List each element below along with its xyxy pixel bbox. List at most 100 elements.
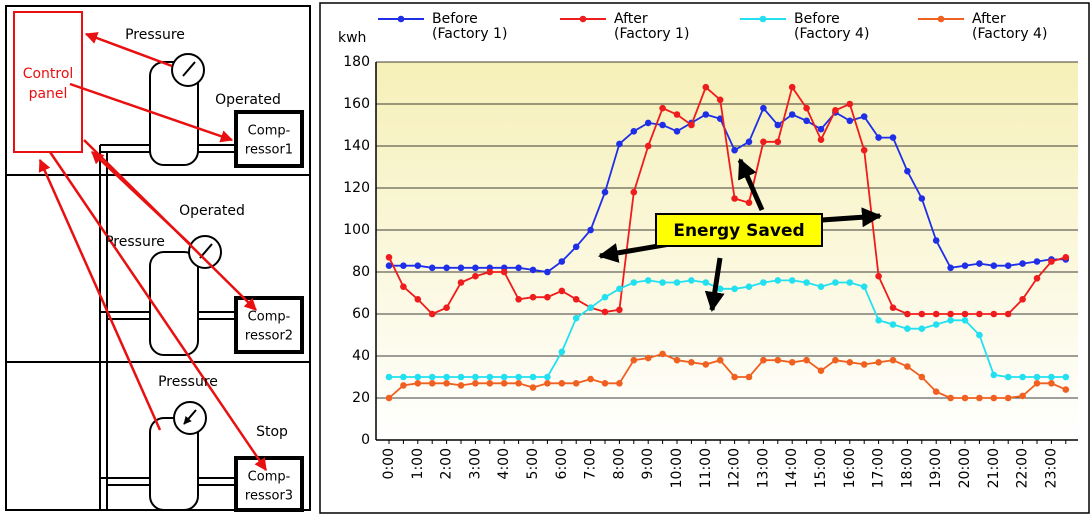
data-point (472, 264, 479, 272)
data-point (529, 266, 537, 274)
control-panel (13, 11, 83, 153)
data-point (1019, 392, 1026, 400)
data-point (990, 371, 998, 379)
data-point (385, 394, 393, 402)
data-point (918, 325, 926, 333)
legend-swatch-dot (759, 15, 767, 23)
data-point (601, 188, 609, 196)
data-point (731, 146, 738, 154)
data-point (587, 375, 594, 383)
data-point (932, 388, 940, 396)
data-point (918, 310, 926, 318)
data-point (558, 287, 566, 295)
data-point (630, 279, 638, 286)
data-point (745, 283, 753, 291)
x-tick-label: 7:00 (583, 448, 599, 479)
data-point (788, 359, 796, 366)
data-point (572, 296, 580, 303)
data-point (702, 111, 710, 118)
data-point (788, 277, 796, 284)
data-point (688, 121, 695, 129)
data-point (817, 283, 825, 291)
data-point (587, 226, 594, 234)
data-point (544, 373, 551, 381)
data-point (947, 317, 954, 324)
data-point (904, 167, 911, 175)
y-tick-label: 80 (352, 264, 370, 280)
data-point (414, 373, 422, 381)
data-point (428, 380, 436, 387)
x-tick-label: 14:00 (784, 448, 800, 488)
data-point (414, 380, 422, 387)
data-point (1048, 258, 1055, 265)
data-point (1004, 394, 1012, 402)
annotation-arrow (704, 257, 725, 312)
data-point (443, 264, 450, 272)
data-point (889, 321, 897, 328)
x-tick-label: 5:00 (525, 448, 541, 479)
data-point (673, 111, 681, 118)
data-point (500, 380, 508, 387)
data-point (961, 317, 969, 324)
data-point (904, 310, 911, 318)
signal-arrow (91, 151, 191, 245)
signal-arrow (84, 32, 173, 68)
y-tick-label: 140 (343, 138, 370, 154)
data-point (1019, 296, 1026, 303)
data-point (947, 394, 954, 402)
data-point (716, 96, 724, 104)
compressor (234, 296, 304, 354)
data-point (932, 310, 940, 318)
y-axis-label: kwh (338, 30, 366, 46)
x-tick-label: 11:00 (698, 448, 714, 488)
signal-arrow (48, 151, 268, 472)
data-point (688, 277, 695, 284)
state-label: Stop (256, 424, 288, 440)
data-point (817, 136, 825, 143)
data-point (702, 279, 710, 286)
data-point (457, 264, 465, 272)
data-point (515, 264, 522, 272)
signal-arrow (69, 82, 234, 143)
x-tick-label: 8:00 (611, 448, 627, 479)
data-point (832, 107, 839, 114)
data-point (990, 394, 998, 402)
data-point (558, 258, 566, 265)
state-label: Operated (215, 92, 281, 108)
data-point (630, 188, 638, 196)
data-point (860, 361, 868, 368)
data-point (860, 283, 868, 291)
data-point (644, 142, 652, 150)
data-point (616, 140, 623, 148)
data-point (644, 354, 652, 362)
data-point (500, 268, 508, 276)
legend-label: Before (Factory 4) (794, 11, 870, 42)
data-point (1019, 260, 1026, 267)
data-point (889, 304, 897, 312)
data-point (385, 262, 393, 270)
data-point (616, 285, 623, 293)
data-point (803, 356, 810, 364)
data-point (630, 128, 638, 135)
x-tick-label: 22:00 (1015, 448, 1031, 488)
data-point (760, 104, 767, 112)
data-point (400, 382, 407, 389)
compressor-label: Comp- (248, 310, 291, 325)
state-label: Operated (179, 203, 245, 219)
data-point (918, 373, 926, 381)
y-tick-label: 0 (361, 432, 370, 448)
legend-swatch-dot (579, 15, 587, 23)
data-point (673, 128, 681, 135)
data-point (1004, 310, 1012, 318)
data-point (846, 117, 854, 125)
data-point (385, 253, 393, 261)
annotation-arrow (737, 158, 765, 212)
diagram-frame (5, 5, 311, 511)
compressor-label: ressor1 (245, 143, 293, 158)
data-point (529, 384, 537, 391)
data-point (616, 380, 623, 387)
x-tick-label: 18:00 (899, 448, 915, 488)
legend-label: After (Factory 4) (972, 11, 1048, 42)
data-point (702, 361, 710, 368)
